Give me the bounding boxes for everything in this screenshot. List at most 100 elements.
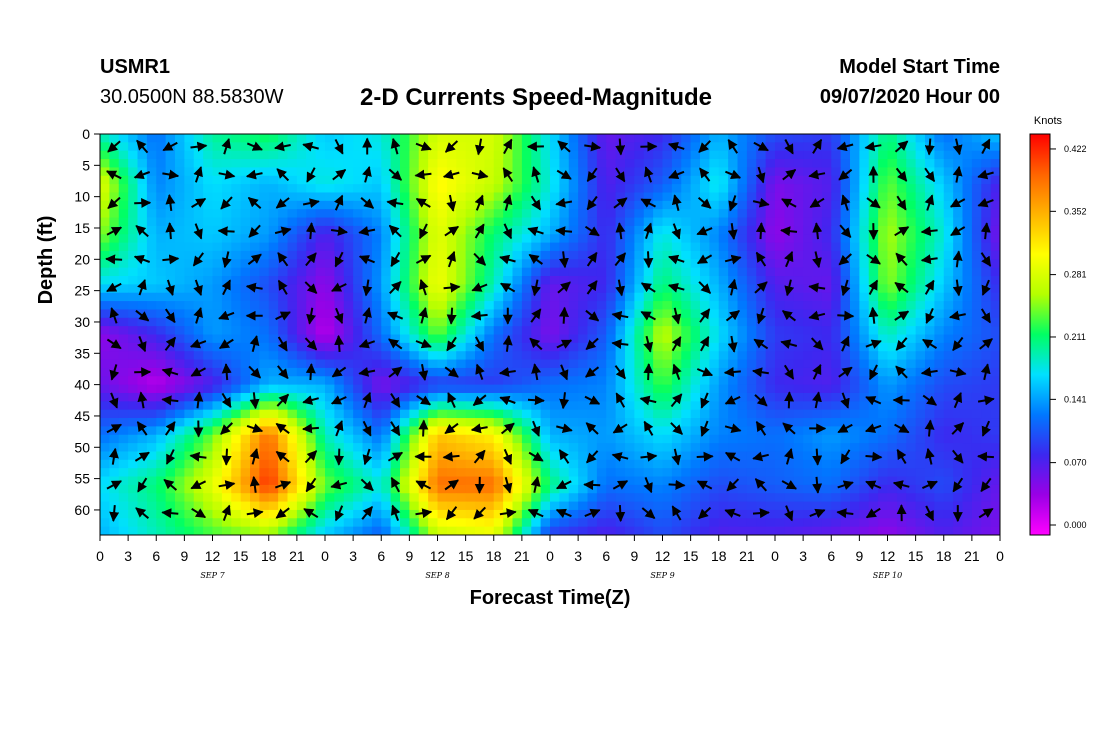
- heatmap-cell: [568, 426, 579, 436]
- heatmap-cell: [831, 150, 842, 160]
- heatmap-cell: [765, 234, 776, 244]
- heatmap-cell: [906, 384, 917, 394]
- heatmap-cell: [859, 501, 870, 511]
- heatmap-cell: [596, 159, 607, 169]
- heatmap-cell: [381, 192, 392, 202]
- current-arrow: [249, 475, 260, 493]
- heatmap-cell: [109, 276, 120, 285]
- heatmap-cell: [315, 234, 326, 244]
- heatmap-cell: [203, 200, 214, 210]
- heatmap-cell: [606, 484, 617, 494]
- heatmap-cell: [709, 250, 720, 260]
- heatmap-cell: [193, 234, 204, 244]
- heatmap-cell: [315, 518, 326, 528]
- heatmap-cell: [146, 284, 157, 294]
- heatmap-cell: [868, 434, 879, 444]
- heatmap-cell: [409, 250, 420, 260]
- heatmap-cell: [634, 484, 645, 494]
- heatmap-cell: [212, 509, 223, 519]
- heatmap-cell: [184, 250, 195, 260]
- current-arrow: [612, 480, 629, 490]
- current-arrow: [527, 508, 544, 519]
- heatmap-cell: [812, 250, 823, 260]
- heatmap-cell: [437, 167, 448, 177]
- current-arrow: [137, 391, 148, 409]
- heatmap-cell: [315, 301, 326, 311]
- heatmap-cell: [400, 267, 410, 277]
- heatmap-cell: [746, 142, 757, 152]
- heatmap-cell: [484, 342, 495, 352]
- heatmap-cell: [315, 384, 326, 394]
- heatmap-cell: [456, 225, 467, 235]
- heatmap-cell: [671, 518, 682, 528]
- heatmap-cell: [887, 317, 898, 327]
- heatmap-cell: [915, 451, 926, 461]
- heatmap-cell: [803, 150, 814, 160]
- heatmap-cell: [634, 426, 645, 436]
- heatmap-cell: [128, 134, 139, 143]
- heatmap-cell: [765, 443, 776, 453]
- heatmap-cell: [437, 451, 448, 461]
- heatmap-cell: [521, 276, 532, 285]
- heatmap-cell: [943, 217, 954, 227]
- heatmap-cell: [493, 451, 504, 461]
- heatmap-cell: [934, 276, 945, 285]
- heatmap-cell: [278, 351, 289, 361]
- heatmap-cell: [850, 234, 860, 244]
- heatmap-cell: [521, 367, 532, 377]
- heatmap-cell: [728, 518, 739, 528]
- heatmap-cell: [296, 401, 307, 411]
- heatmap-cell: [118, 200, 129, 210]
- heatmap-cell: [240, 501, 251, 511]
- heatmap-cell: [315, 192, 326, 202]
- heatmap-cell: [165, 267, 176, 277]
- heatmap-cell: [390, 159, 401, 169]
- heatmap-cell: [915, 301, 926, 311]
- heatmap-cell: [559, 326, 570, 336]
- current-arrow: [331, 366, 347, 378]
- heatmap-cell: [362, 292, 373, 302]
- heatmap-cell: [934, 292, 945, 302]
- heatmap-cell: [700, 409, 710, 419]
- heatmap-cell: [746, 192, 757, 202]
- heatmap-cell: [296, 418, 307, 427]
- heatmap-cell: [690, 459, 701, 469]
- heatmap-cell: [428, 351, 439, 361]
- heatmap-cell: [371, 200, 382, 210]
- heatmap-cell: [850, 192, 860, 202]
- heatmap-cell: [156, 518, 167, 528]
- heatmap-cell: [821, 175, 832, 185]
- heatmap-cell: [531, 401, 542, 411]
- heatmap-cell: [484, 376, 495, 386]
- heatmap-cell: [109, 134, 120, 143]
- heatmap-cell: [559, 192, 570, 202]
- heatmap-cell: [671, 134, 682, 143]
- heatmap-cell: [653, 342, 664, 352]
- current-arrow: [302, 423, 319, 434]
- current-arrow: [812, 363, 822, 380]
- current-arrow: [556, 479, 572, 490]
- heatmap-cell: [428, 259, 439, 269]
- heatmap-cell: [878, 501, 889, 511]
- heatmap-cell: [456, 200, 467, 210]
- heatmap-cell: [906, 509, 917, 519]
- heatmap-cell: [746, 367, 757, 377]
- heatmap-cell: [118, 367, 129, 377]
- heatmap-cell: [971, 376, 982, 386]
- current-arrow: [302, 141, 319, 152]
- heatmap-cell: [212, 443, 223, 453]
- heatmap-cell: [446, 276, 457, 285]
- current-arrow: [530, 308, 542, 323]
- heatmap-cell: [287, 317, 298, 327]
- heatmap-cell: [962, 234, 973, 244]
- heatmap-cell: [737, 518, 748, 528]
- heatmap-cell: [315, 292, 326, 302]
- heatmap-cell: [203, 242, 214, 252]
- heatmap-cell: [240, 459, 251, 469]
- heatmap-cell: [981, 468, 992, 478]
- heatmap-cell: [540, 184, 551, 194]
- current-arrow: [415, 480, 432, 490]
- heatmap-cell: [475, 159, 485, 169]
- heatmap-cell: [146, 192, 157, 202]
- heatmap-cell: [690, 392, 701, 402]
